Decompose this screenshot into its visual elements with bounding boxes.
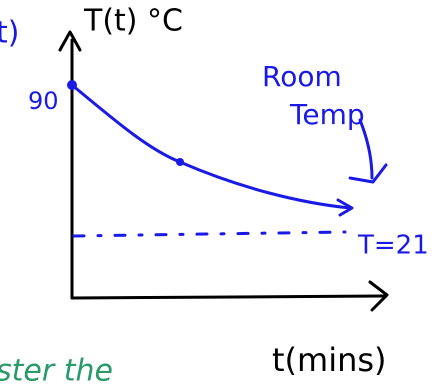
cut-label: t) — [0, 16, 19, 51]
note: Room — [262, 60, 342, 93]
cut-text: ster the — [0, 354, 113, 389]
asymptote-label: T=21 — [357, 231, 429, 261]
room-temp-line — [74, 232, 345, 236]
x-axis — [72, 296, 385, 298]
note-arrowhead — [350, 165, 386, 182]
page: t) T(t) °C 90 Room Temp T=21 t(mins) ste… — [0, 0, 446, 391]
start-value: 90 — [28, 87, 59, 115]
y-axis-label: T(t) °C — [83, 4, 183, 39]
sketch: t) T(t) °C 90 Room Temp T=21 t(mins) ste… — [0, 0, 446, 391]
y-axis-arrow — [60, 32, 80, 50]
note: Temp — [289, 98, 365, 131]
mid-point — [176, 158, 184, 166]
start-point — [67, 80, 77, 90]
x-axis-label: t(mins) — [272, 341, 387, 379]
